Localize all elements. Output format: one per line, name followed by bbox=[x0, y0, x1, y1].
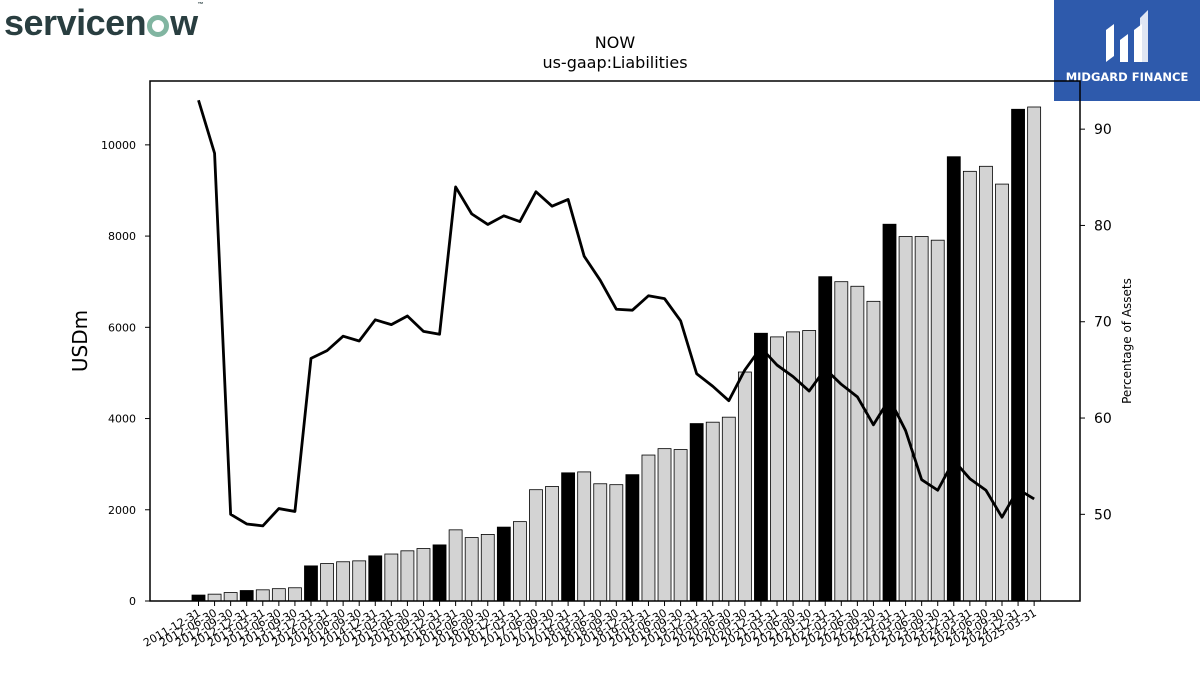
y2-axis-label: Percentage of Assets bbox=[1120, 278, 1134, 404]
bar-2014-03-31 bbox=[320, 563, 334, 602]
y-axis-label: USDm bbox=[68, 310, 92, 372]
bar-2014-06-30 bbox=[336, 561, 351, 602]
bar-2019-12-31 bbox=[689, 423, 704, 602]
y-tick-label: 2000 bbox=[108, 504, 136, 517]
midgard-logo-icon bbox=[1106, 10, 1148, 62]
bar-2016-09-30 bbox=[480, 534, 495, 602]
bar-2016-12-31 bbox=[496, 526, 511, 602]
percentage-of-assets-line bbox=[197, 99, 1035, 528]
bar-2018-09-30 bbox=[609, 484, 624, 602]
bar-2013-06-30 bbox=[271, 588, 286, 602]
bar-2019-03-31 bbox=[641, 454, 656, 602]
bar-2018-03-31 bbox=[577, 471, 592, 602]
bar-2020-12-31 bbox=[754, 332, 768, 602]
bar-2022-03-31 bbox=[834, 281, 849, 602]
bar-2013-09-30 bbox=[288, 587, 302, 602]
midgard-finance-badge: MIDGARD FINANCE bbox=[1054, 0, 1200, 101]
bar-2016-03-31 bbox=[448, 529, 463, 602]
bar-2015-12-31 bbox=[432, 544, 447, 602]
bar-2023-06-30 bbox=[914, 236, 929, 602]
plot-frame bbox=[149, 80, 1081, 602]
bar-2014-09-30 bbox=[352, 560, 367, 602]
bar-2025-03-31 bbox=[1027, 106, 1042, 602]
y-tick-label: 8000 bbox=[108, 230, 136, 243]
bar-2019-09-30 bbox=[673, 449, 688, 602]
bar-2023-12-31 bbox=[946, 156, 961, 602]
y2-tick-label: 50 bbox=[1094, 507, 1112, 523]
chart-subtitle: us-gaap:Liabilities bbox=[542, 53, 687, 72]
bar-2017-03-31 bbox=[513, 521, 527, 602]
bar-2022-12-31 bbox=[882, 223, 897, 602]
bar-2024-03-31 bbox=[962, 170, 977, 602]
bar-2012-06-30 bbox=[207, 593, 222, 602]
y-tick-label: 6000 bbox=[108, 321, 136, 334]
bar-2017-09-30 bbox=[545, 486, 559, 602]
bar-2018-12-31 bbox=[625, 474, 640, 602]
bar-2016-06-30 bbox=[464, 537, 479, 602]
bar-2022-06-30 bbox=[850, 285, 865, 602]
y2-tick-label: 80 bbox=[1094, 218, 1112, 234]
bar-2011-12-31 bbox=[191, 594, 206, 602]
bar-2024-06-30 bbox=[979, 165, 993, 602]
bar-2020-03-31 bbox=[705, 421, 720, 602]
bar-2024-12-31 bbox=[1011, 108, 1025, 602]
y-tick-label: 10000 bbox=[101, 139, 136, 152]
bar-2013-12-31 bbox=[304, 565, 318, 602]
y-tick-label: 0 bbox=[129, 595, 136, 608]
bar-2020-09-30 bbox=[737, 371, 752, 602]
y2-tick-label: 60 bbox=[1094, 411, 1112, 427]
bar-2021-03-31 bbox=[770, 336, 784, 602]
servicenow-logo: servicen w™ bbox=[4, 2, 204, 43]
bar-2012-12-31 bbox=[239, 590, 254, 602]
logo-o-ring bbox=[147, 15, 170, 37]
bar-2024-09-30 bbox=[995, 183, 1009, 602]
bar-2017-06-30 bbox=[529, 489, 543, 602]
bar-2019-06-30 bbox=[657, 448, 672, 602]
bar-2014-12-31 bbox=[368, 555, 383, 602]
bar-2022-09-30 bbox=[866, 300, 881, 602]
bar-2013-03-31 bbox=[255, 589, 270, 602]
bar-2017-12-31 bbox=[561, 472, 576, 602]
bar-2015-09-30 bbox=[416, 548, 431, 602]
bar-2012-09-30 bbox=[223, 592, 238, 602]
bar-2020-06-30 bbox=[721, 416, 736, 602]
badge-text: MIDGARD FINANCE bbox=[1065, 70, 1189, 84]
y2-tick-label: 70 bbox=[1094, 315, 1112, 331]
bar-2021-09-30 bbox=[802, 330, 817, 602]
y-tick-label: 4000 bbox=[108, 413, 136, 426]
bar-2023-09-30 bbox=[930, 239, 945, 602]
bar-2021-12-31 bbox=[818, 276, 833, 602]
bar-2015-03-31 bbox=[384, 553, 399, 602]
bar-2015-06-30 bbox=[400, 550, 415, 602]
bar-2018-06-30 bbox=[593, 483, 608, 602]
chart-title: NOW bbox=[595, 33, 636, 52]
y2-tick-label: 90 bbox=[1094, 122, 1112, 138]
